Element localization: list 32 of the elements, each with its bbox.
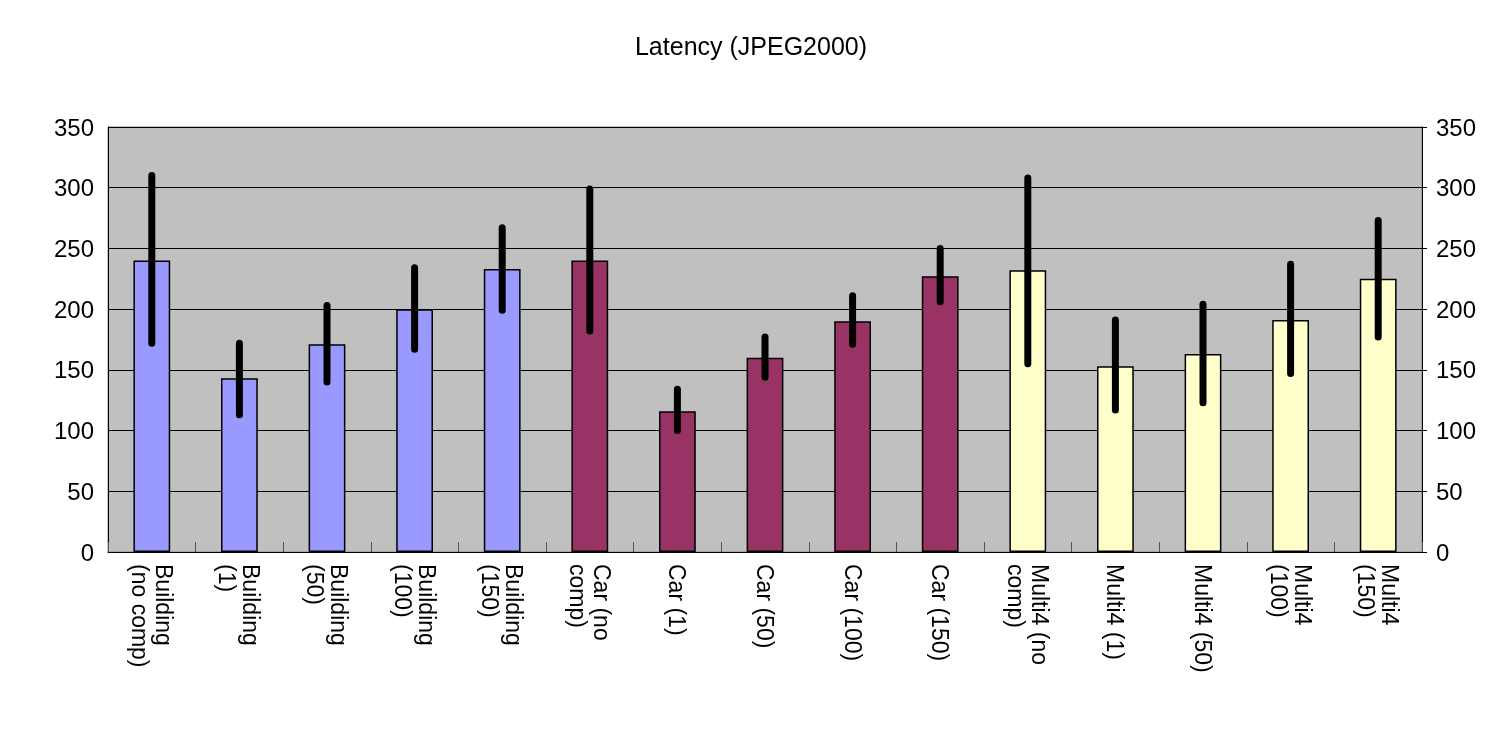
x-tick-label: Building (50) [302, 564, 352, 653]
y2-tick-label: 50 [1436, 477, 1463, 505]
y-tick-label: 150 [53, 356, 94, 384]
x-tick-label: Building (1) [214, 564, 265, 653]
x-tick-label: Multi4 (100) [1265, 564, 1316, 632]
x-tick-label: Multi4 (no comp) [1002, 564, 1053, 672]
x-tick-label: Car (150) [927, 564, 954, 662]
x-tick-label: Building (100) [389, 564, 440, 653]
x-tick-label: Car (1) [664, 564, 691, 636]
x-tick-label: Building (150) [477, 564, 528, 653]
y-tick-label: 100 [53, 417, 94, 445]
y2-tick-label: 100 [1436, 417, 1477, 445]
y-tick-label: 50 [67, 477, 94, 505]
y-tick-label: 200 [53, 295, 94, 323]
x-tick-label: Multi4 (50) [1190, 564, 1216, 673]
y2-tick-label: 350 [1436, 113, 1477, 141]
y2-tick-label: 200 [1436, 295, 1477, 323]
x-tick-label: Building (no comp) [126, 564, 177, 668]
y-tick-label: 250 [53, 234, 94, 262]
x-tick-label: Car (100) [839, 564, 866, 662]
y2-tick-label: 300 [1436, 174, 1477, 202]
x-tick-label: Car (no comp) [564, 564, 615, 648]
x-tick-label: Multi4 (150) [1353, 564, 1404, 632]
x-tick-label: Multi4 (1) [1102, 564, 1129, 660]
y-tick-label: 300 [53, 174, 94, 202]
y-tick-label: 0 [80, 538, 94, 566]
y-tick-label: 350 [53, 113, 94, 141]
y2-tick-label: 250 [1436, 234, 1477, 262]
chart-title: Latency (JPEG2000) [634, 31, 868, 60]
y2-tick-label: 0 [1436, 538, 1450, 566]
y2-tick-label: 150 [1436, 356, 1477, 384]
x-tick-label: Car (50) [752, 564, 778, 649]
